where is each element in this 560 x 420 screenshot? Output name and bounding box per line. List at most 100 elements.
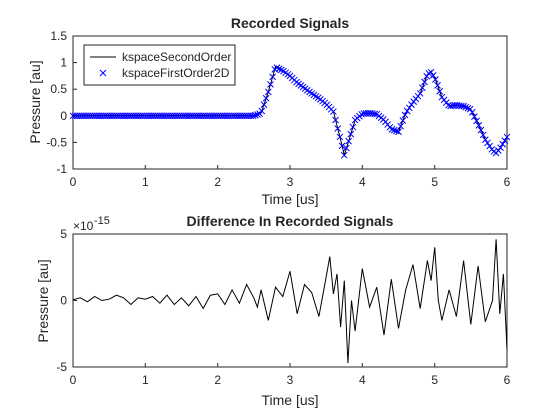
data-point-marker <box>340 151 348 159</box>
data-point-marker <box>436 87 444 95</box>
data-point-marker <box>471 113 478 120</box>
top-x-tick-label: 4 <box>359 175 366 189</box>
bottom-panel: Difference In Recorded Signals Time [us]… <box>35 213 511 408</box>
data-point-marker <box>345 137 352 145</box>
data-point-marker <box>275 65 283 73</box>
exponent-power: -15 <box>94 215 110 227</box>
top-y-tick-label: -1 <box>56 162 67 176</box>
data-point-marker <box>421 78 428 86</box>
bottom-x-tick-labels: 0 1 2 3 4 5 6 <box>70 373 511 387</box>
bottom-plot-area <box>72 239 508 364</box>
top-y-tick-label: 0.5 <box>50 82 67 96</box>
top-y-tick-labels: -1 -0.5 0 0.5 1 1.5 <box>46 29 67 176</box>
bottom-x-tick-label: 1 <box>142 373 149 387</box>
data-point-marker <box>273 64 281 71</box>
bottom-chart-title: Difference In Recorded Signals <box>187 213 394 229</box>
data-point-marker <box>336 133 344 141</box>
legend: kspaceSecondOrder kspaceFirstOrder2D <box>83 44 236 86</box>
data-point-marker <box>419 84 426 92</box>
data-point-marker <box>434 82 441 89</box>
top-y-tick-label: 1.5 <box>50 29 67 43</box>
top-panel: Recorded Signals Time [us] Pressure [au]… <box>27 15 511 207</box>
data-point-marker <box>486 142 493 150</box>
data-point-marker <box>397 122 405 130</box>
data-point-marker <box>427 68 435 76</box>
data-point-marker <box>479 131 487 139</box>
data-point-marker <box>460 102 467 110</box>
data-point-marker <box>390 126 398 134</box>
data-point-marker <box>260 101 268 108</box>
data-point-marker <box>334 125 342 132</box>
data-point-marker <box>408 101 415 108</box>
data-point-marker <box>458 102 465 110</box>
data-point-marker <box>330 108 337 115</box>
data-point-marker <box>267 81 274 88</box>
bottom-y-tick-label: -5 <box>56 360 67 374</box>
data-point-marker <box>429 72 437 79</box>
top-chart-title: Recorded Signals <box>231 15 349 31</box>
top-x-tick-label: 0 <box>70 175 77 189</box>
data-point-marker <box>466 105 474 113</box>
data-point-marker <box>249 112 257 120</box>
legend-x-marker-swatch <box>99 69 107 77</box>
top-x-tick-label: 2 <box>214 175 221 189</box>
top-y-tick-label: 0 <box>60 109 67 123</box>
legend-label-kspace-first-order-2d: kspaceFirstOrder2D <box>122 66 230 80</box>
bottom-x-tick-label: 4 <box>359 373 366 387</box>
top-x-tick-label: 1 <box>142 175 149 189</box>
data-point-marker <box>254 111 261 118</box>
data-point-marker <box>262 94 270 102</box>
data-point-marker <box>468 108 476 116</box>
top-x-tick-label: 3 <box>287 175 294 189</box>
data-point-marker <box>405 104 413 112</box>
data-point-marker <box>399 117 407 124</box>
series-line-difference <box>72 239 508 364</box>
bottom-y-axis-label: Pressure [au] <box>35 259 51 342</box>
bottom-x-axis-label: Time [us] <box>261 392 318 408</box>
data-point-marker <box>401 111 409 119</box>
bottom-y-tick-labels: -5 0 5 <box>56 227 67 374</box>
data-point-marker <box>251 111 259 119</box>
top-x-ticks <box>72 165 508 169</box>
legend-box <box>83 44 236 86</box>
bottom-x-tick-label: 5 <box>431 373 438 387</box>
top-plot-area <box>69 64 511 159</box>
bottom-x-tick-label: 0 <box>70 373 77 387</box>
data-point-marker <box>343 144 350 152</box>
data-point-marker <box>269 73 276 81</box>
top-x-tick-label: 5 <box>431 175 438 189</box>
bottom-y-tick-label: 0 <box>60 294 67 308</box>
data-point-marker <box>501 137 509 144</box>
data-point-marker <box>475 122 483 129</box>
top-y-tick-label: -0.5 <box>46 135 67 149</box>
data-point-marker <box>338 142 346 150</box>
data-point-marker <box>349 123 357 131</box>
bottom-exponent-label: ×10 -15 <box>73 215 110 233</box>
data-point-marker <box>432 76 439 83</box>
data-point-marker <box>499 140 507 148</box>
bottom-axes-box <box>72 233 508 368</box>
bottom-x-tick-label: 2 <box>214 373 221 387</box>
top-x-tick-label: 6 <box>504 175 511 189</box>
top-x-axis-label: Time [us] <box>261 191 318 207</box>
bottom-y-tick-label: 5 <box>60 227 67 241</box>
data-point-marker <box>497 144 504 151</box>
data-point-marker <box>264 88 272 96</box>
top-y-axis-label: Pressure [au] <box>27 60 43 143</box>
series-markers-kspace-first-order-2d <box>69 64 511 159</box>
data-point-marker <box>371 110 378 118</box>
top-y-tick-label: 1 <box>60 56 67 70</box>
data-point-marker <box>347 130 355 138</box>
data-point-marker <box>503 133 511 141</box>
data-point-marker <box>332 116 339 124</box>
bottom-x-ticks <box>72 363 508 367</box>
data-point-marker <box>473 117 480 125</box>
bottom-x-tick-label: 6 <box>504 373 511 387</box>
bottom-y-ticks <box>73 233 77 368</box>
data-point-marker <box>416 90 424 97</box>
data-point-marker <box>481 136 489 144</box>
data-point-marker <box>395 128 402 136</box>
data-point-marker <box>388 126 396 133</box>
legend-label-kspace-second-order: kspaceSecondOrder <box>122 50 231 64</box>
